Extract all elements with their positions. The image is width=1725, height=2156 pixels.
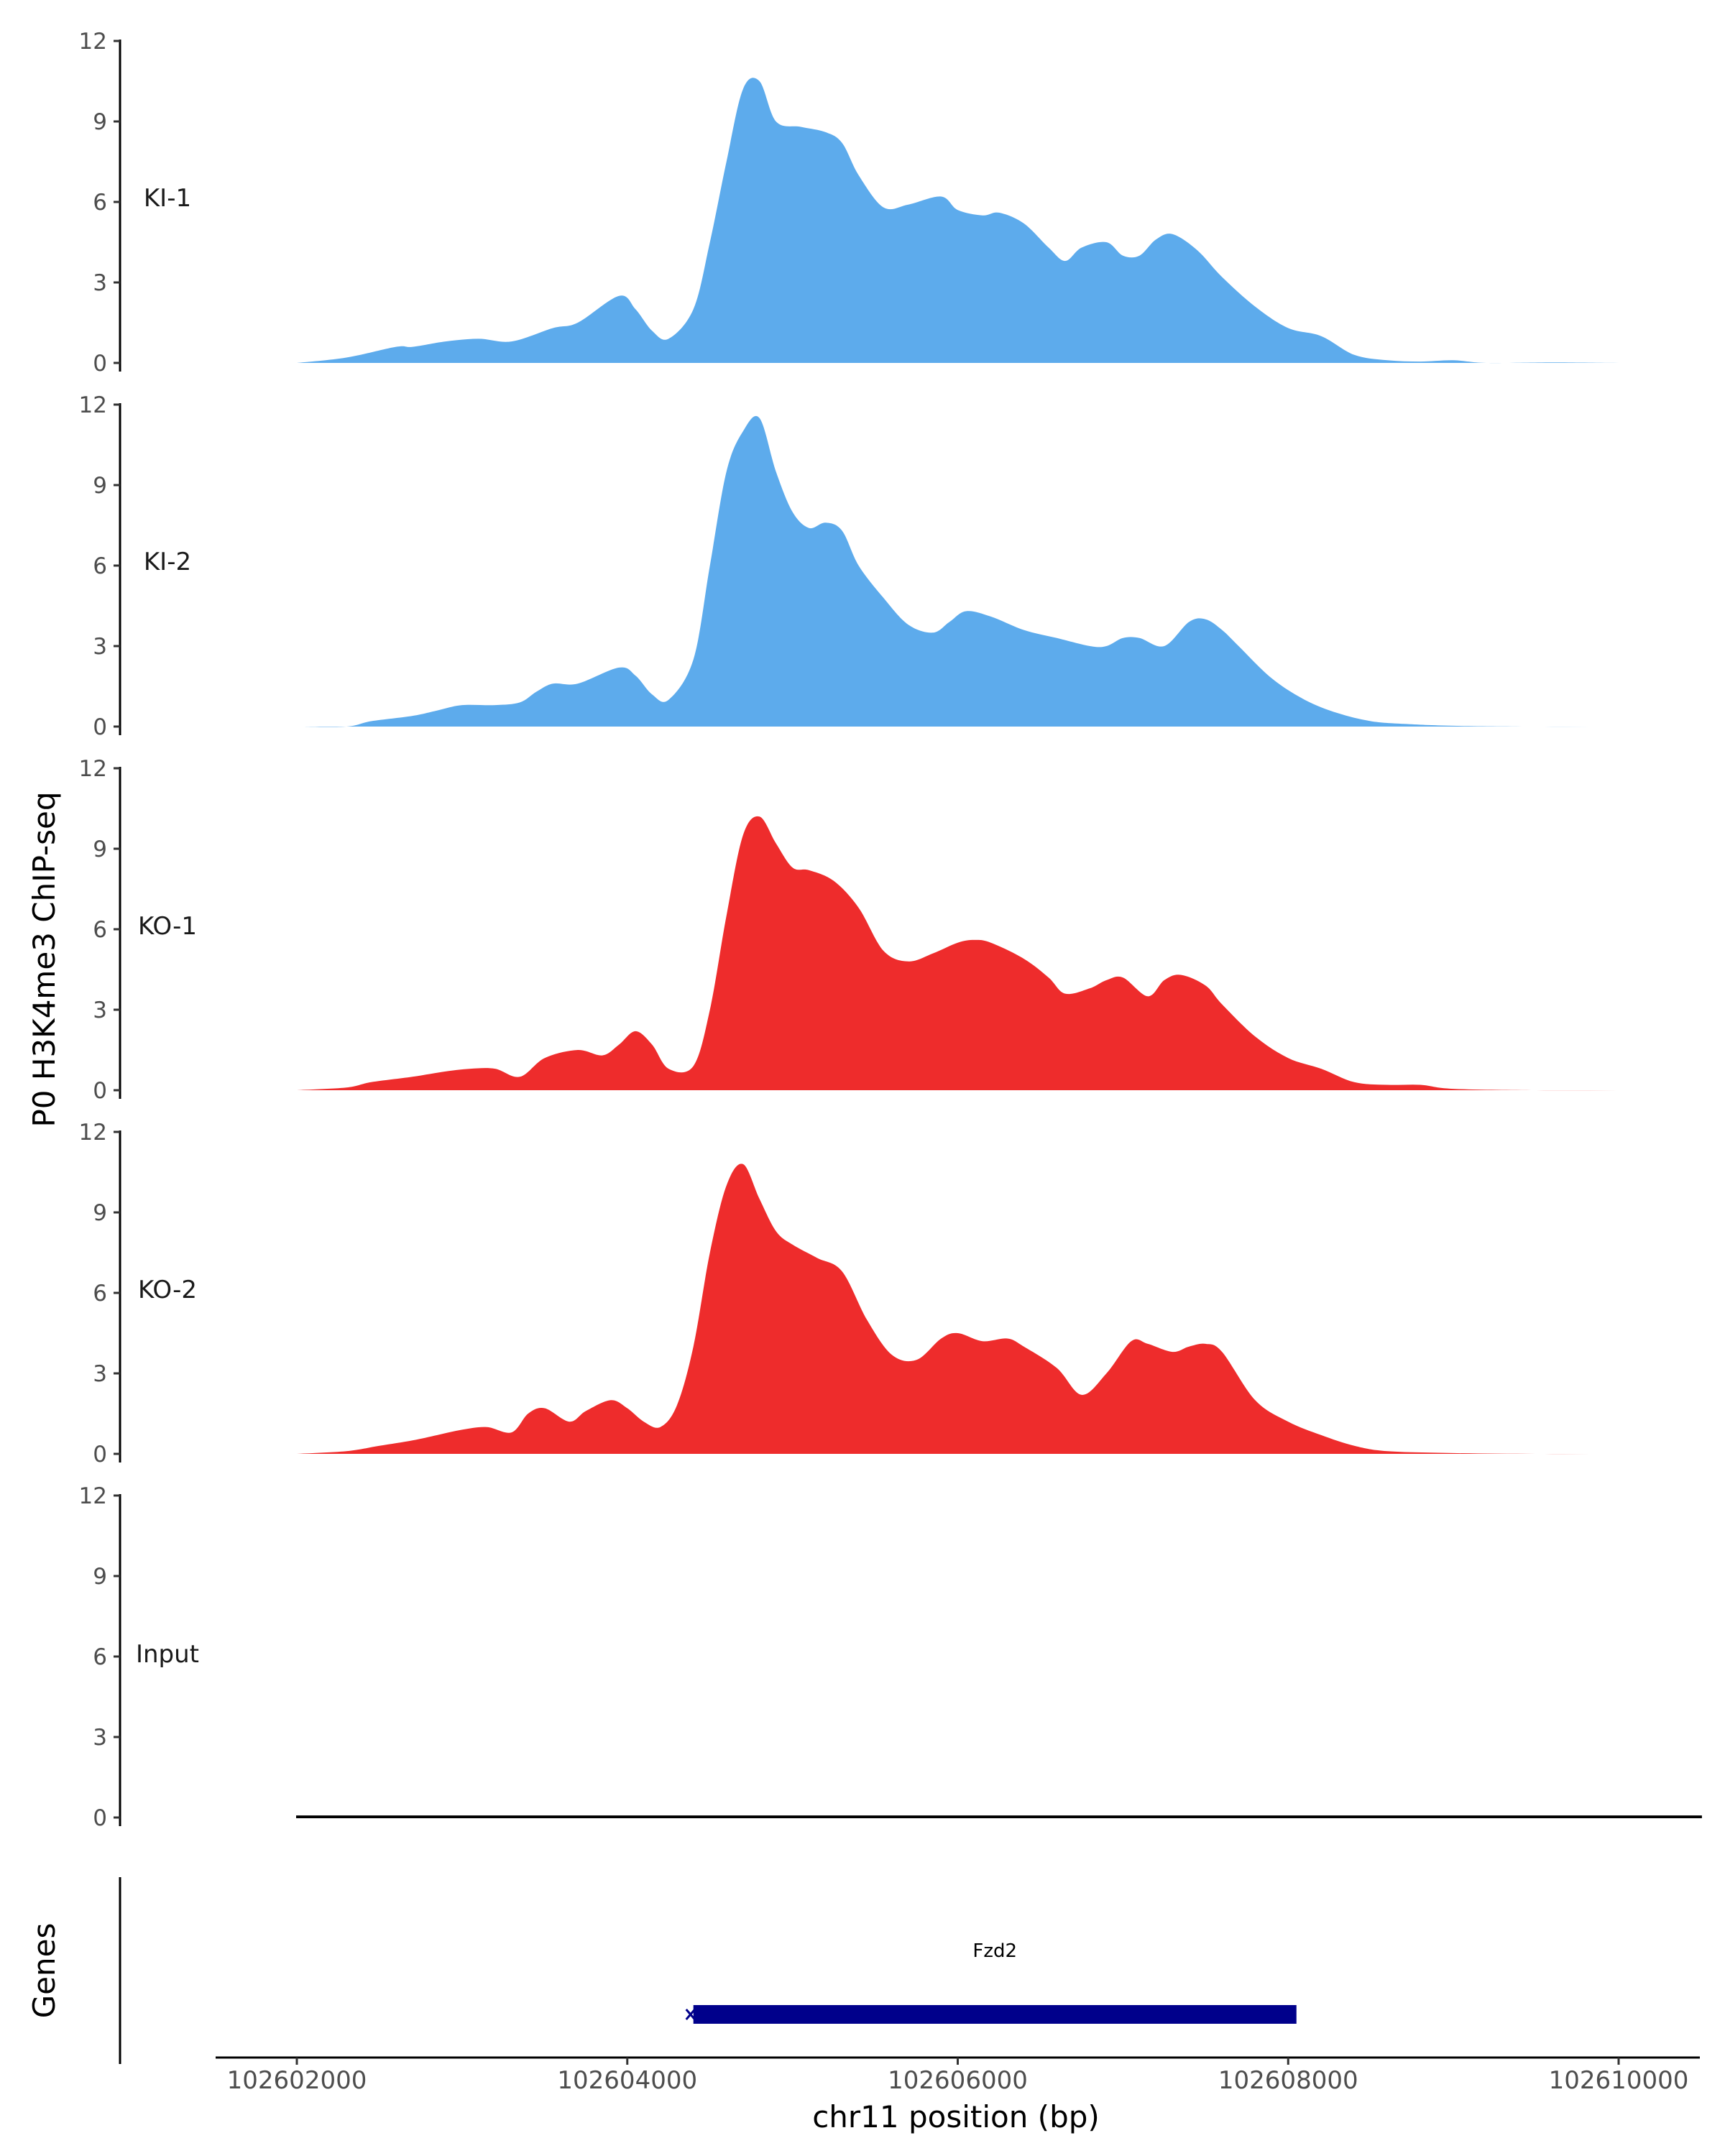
y-tick-label: 9 — [93, 1200, 107, 1226]
track-ko-1: 0 3 6 9 12 KO-1 — [79, 756, 1701, 1104]
y-tick-label: 6 — [93, 1281, 107, 1307]
y-tick-label: 0 — [93, 1078, 107, 1104]
track-input: 0 3 6 9 12 Input — [79, 1483, 1702, 1831]
coverage-tracks: 0 3 6 9 12 KI-1 0 3 6 9 12 KI-2 0 3 6 9 12 KO-1 0 3 6 9 12 KO-2… — [79, 29, 1702, 1831]
genes-track: Fzd2 — [119, 1877, 1297, 2064]
y-tick-label: 0 — [93, 714, 107, 740]
coverage-area-ko-1 — [297, 816, 1701, 1091]
y-tick-label: 3 — [93, 634, 107, 660]
track-label-ki-1: KI-1 — [144, 184, 191, 213]
y-tick-label: 6 — [93, 553, 107, 579]
y-tick-label: 9 — [93, 837, 107, 862]
y-tick-label: 3 — [93, 1361, 107, 1387]
x-tick-label: 102610000 — [1549, 2066, 1689, 2095]
track-ki-2: 0 3 6 9 12 KI-2 — [79, 392, 1701, 740]
y-tick-label: 12 — [79, 1120, 107, 1146]
y-tick-label: 6 — [93, 1644, 107, 1670]
y-tick-label: 12 — [79, 1483, 107, 1509]
coverage-area-input — [296, 1815, 1702, 1818]
coverage-area-ko-2 — [297, 1164, 1701, 1455]
y-tick-label: 12 — [79, 29, 107, 55]
track-ko-2: 0 3 6 9 12 KO-2 — [79, 1120, 1701, 1468]
y-tick-label: 12 — [79, 392, 107, 418]
track-label-input: Input — [136, 1640, 199, 1669]
track-label-ko-1: KO-1 — [138, 912, 197, 941]
y-tick-label: 0 — [93, 1442, 107, 1468]
genes-track-title: Genes — [27, 1923, 62, 2019]
x-tick-label: 102604000 — [557, 2066, 697, 2095]
track-label-ko-2: KO-2 — [138, 1276, 197, 1304]
y-tick-label: 12 — [79, 756, 107, 782]
y-tick-label: 6 — [93, 190, 107, 216]
y-tick-label: 6 — [93, 917, 107, 943]
y-tick-label: 9 — [93, 473, 107, 499]
y-tick-label: 0 — [93, 351, 107, 377]
x-axis-title: chr11 position (bp) — [812, 2099, 1100, 2134]
gene-label-fzd2: Fzd2 — [972, 1940, 1017, 1962]
x-tick-label: 102606000 — [888, 2066, 1028, 2095]
y-tick-label: 3 — [93, 270, 107, 296]
gene-strand-icon — [685, 2009, 696, 2020]
y-tick-label: 3 — [93, 998, 107, 1023]
y-tick-label: 0 — [93, 1805, 107, 1831]
y-tick-label: 3 — [93, 1725, 107, 1751]
gene-body-fzd2 — [693, 2005, 1297, 2024]
x-tick-label: 102602000 — [227, 2066, 367, 2095]
coverage-area-ki-1 — [297, 78, 1701, 364]
x-axis: 102602000 102604000 102606000 102608000 1026… — [216, 2056, 1700, 2095]
y-axis-title: P0 H3K4me3 ChIP-seq — [27, 791, 62, 1127]
x-tick-label: 102608000 — [1218, 2066, 1358, 2095]
track-label-ki-2: KI-2 — [144, 548, 191, 576]
y-tick-label: 9 — [93, 109, 107, 135]
y-tick-label: 9 — [93, 1564, 107, 1590]
coverage-area-ki-2 — [297, 415, 1701, 727]
track-ki-1: 0 3 6 9 12 KI-1 — [79, 29, 1701, 377]
